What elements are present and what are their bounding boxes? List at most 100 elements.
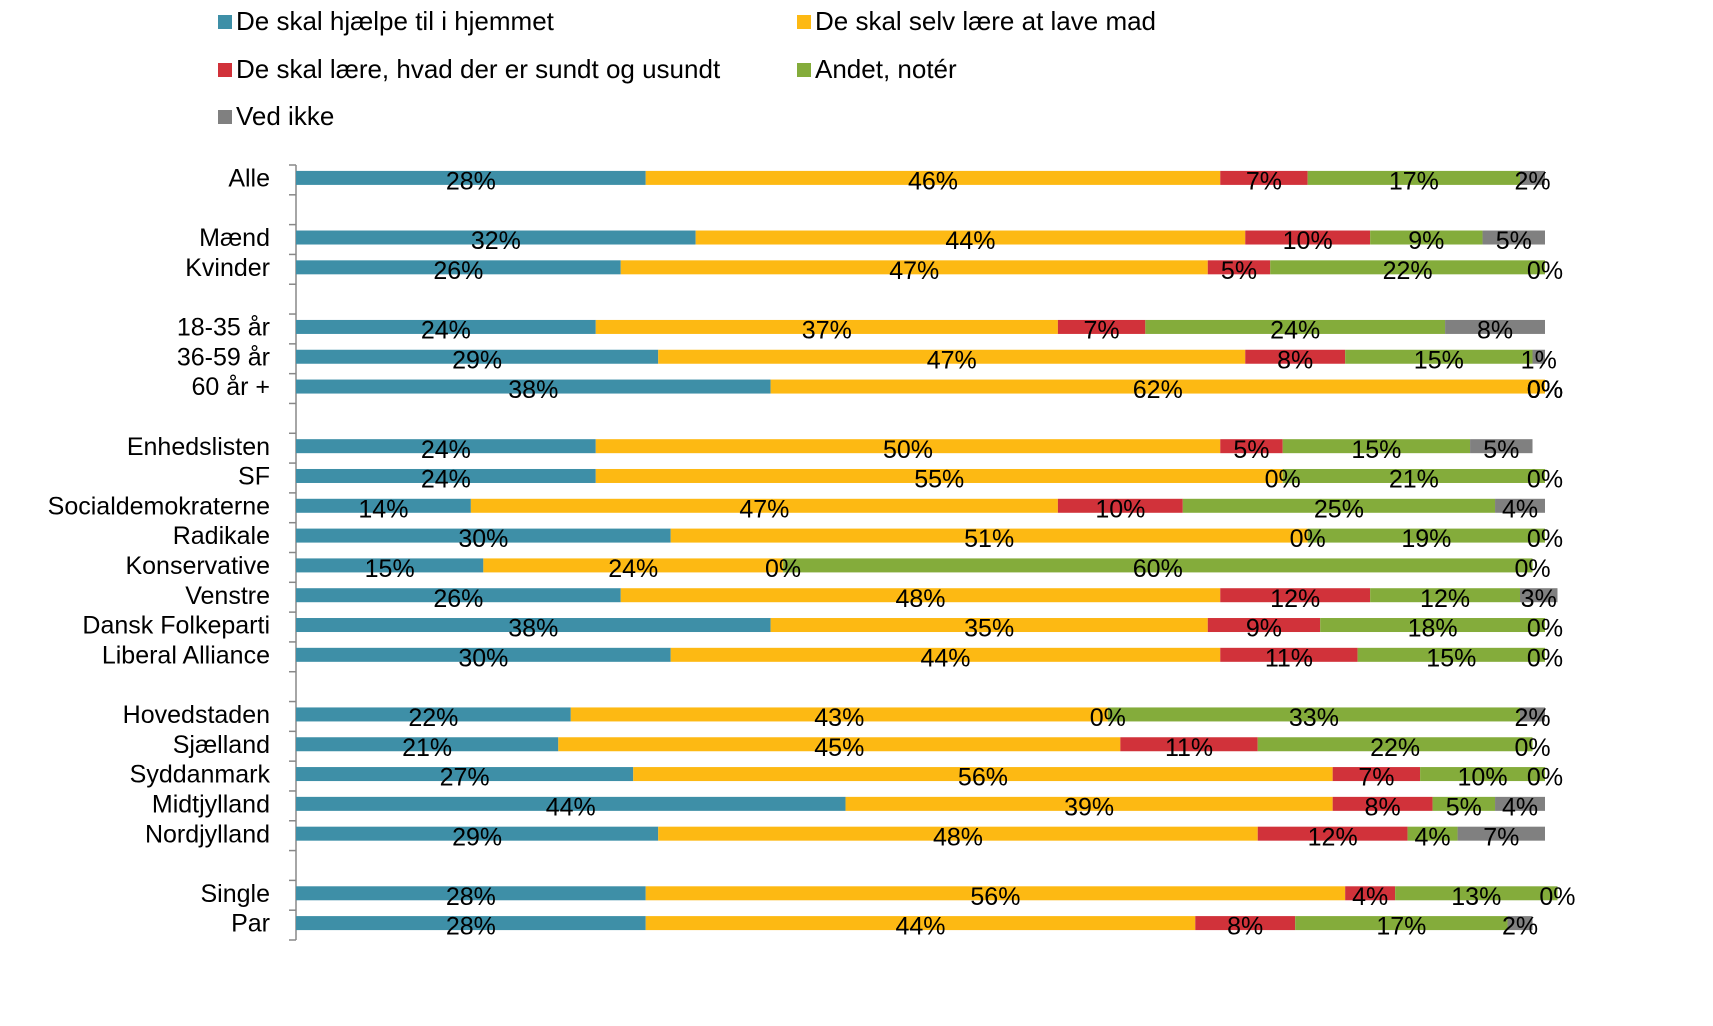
value-label: 0%	[1527, 257, 1563, 285]
bar-segment	[470, 498, 1058, 513]
value-label: 21%	[1389, 466, 1439, 494]
bar-segment	[1057, 498, 1183, 513]
value-label: 56%	[970, 883, 1020, 911]
bar-segment	[658, 826, 1258, 841]
value-label: 44%	[895, 913, 945, 941]
bar-segment	[1195, 916, 1296, 931]
y-tick-label: SF	[238, 463, 270, 491]
value-label: 28%	[446, 913, 496, 941]
value-label: 29%	[452, 823, 502, 851]
bar-segment	[296, 767, 634, 782]
y-tick-label: Syddanmark	[130, 761, 271, 789]
bar-segment	[1357, 647, 1545, 662]
value-label: 18%	[1408, 615, 1458, 643]
value-label: 44%	[546, 793, 596, 821]
bar-segment	[633, 767, 1333, 782]
value-label: 38%	[508, 376, 558, 404]
value-label: 24%	[421, 466, 471, 494]
value-label: 29%	[452, 346, 502, 374]
value-label: 19%	[1401, 525, 1451, 553]
bar-segment	[1307, 170, 1521, 185]
value-label: 0%	[1539, 883, 1575, 911]
bar-segment	[695, 230, 1246, 245]
bar-segment	[1220, 647, 1358, 662]
bar-segment	[645, 916, 1196, 931]
bar-segment	[296, 886, 646, 901]
value-label: 2%	[1514, 168, 1550, 196]
bar-segment	[1370, 230, 1483, 245]
y-tick-label: Alle	[228, 165, 270, 193]
value-label: 0%	[1514, 734, 1550, 762]
bar-segment	[845, 796, 1333, 811]
value-label: 3%	[1521, 585, 1557, 613]
bar-segment	[1207, 618, 1321, 633]
bar-segment	[770, 379, 1545, 394]
y-tick-label: 60 år +	[191, 373, 270, 401]
y-tick-label: Dansk Folkeparti	[82, 612, 270, 640]
bar-segment	[1532, 349, 1545, 364]
value-label: 10%	[1095, 495, 1145, 523]
bar-segment	[595, 319, 1058, 334]
value-label: 8%	[1365, 793, 1401, 821]
bar-segment	[1245, 230, 1371, 245]
bar-segment	[595, 468, 1283, 483]
legend-swatch	[218, 15, 232, 29]
bar-segment	[1507, 916, 1533, 931]
value-label: 14%	[358, 495, 408, 523]
y-tick-label: Enhedslisten	[127, 433, 270, 461]
value-label: 12%	[1308, 823, 1358, 851]
value-label: 25%	[1314, 495, 1364, 523]
bar-segment	[645, 886, 1346, 901]
bar-segment	[296, 707, 571, 722]
value-label: 39%	[1064, 793, 1114, 821]
bar-segment	[620, 260, 1208, 275]
value-label: 15%	[1414, 346, 1464, 374]
value-label: 5%	[1233, 436, 1269, 464]
bar-segment	[296, 498, 471, 513]
value-label: 8%	[1227, 913, 1263, 941]
y-tick-label: Mænd	[199, 224, 270, 252]
bar-segment	[296, 349, 659, 364]
value-label: 0%	[765, 555, 801, 583]
value-label: 50%	[883, 436, 933, 464]
bar-segment	[296, 826, 659, 841]
value-label: 4%	[1352, 883, 1388, 911]
value-label: 7%	[1246, 168, 1282, 196]
value-label: 0%	[1527, 376, 1563, 404]
bar-segment	[595, 439, 1221, 454]
value-label: 0%	[1527, 376, 1563, 404]
value-label: 5%	[1446, 793, 1482, 821]
value-label: 27%	[440, 764, 490, 792]
value-label: 24%	[421, 317, 471, 345]
value-label: 0%	[1527, 615, 1563, 643]
bar-segment	[1120, 737, 1258, 752]
legend-label: Ved ikke	[236, 101, 334, 131]
value-label: 33%	[1289, 704, 1339, 732]
bar-segment	[296, 618, 771, 633]
value-label: 0%	[1527, 644, 1563, 672]
value-label: 44%	[945, 227, 995, 255]
value-label: 47%	[739, 495, 789, 523]
legend-swatch	[218, 63, 232, 77]
y-tick-label: Hovedstaden	[123, 701, 270, 729]
bar-segment	[1520, 588, 1558, 603]
bar-segment	[645, 170, 1221, 185]
y-tick-label: Kvinder	[185, 254, 270, 282]
bar-segment	[1345, 349, 1533, 364]
value-label: 2%	[1514, 704, 1550, 732]
bar-segment	[1420, 767, 1545, 782]
bar-segment	[1407, 826, 1458, 841]
y-tick-label: Single	[201, 880, 271, 908]
bar-segment	[1320, 618, 1545, 633]
bar-segment	[296, 737, 559, 752]
value-label: 5%	[1496, 227, 1532, 255]
bar-segment	[1145, 319, 1446, 334]
value-label: 28%	[446, 883, 496, 911]
value-label: 15%	[365, 555, 415, 583]
bar-segment	[620, 588, 1221, 603]
value-label: 30%	[458, 525, 508, 553]
value-label: 9%	[1246, 615, 1282, 643]
legend-swatch	[218, 110, 232, 124]
bar-segment	[1220, 439, 1283, 454]
